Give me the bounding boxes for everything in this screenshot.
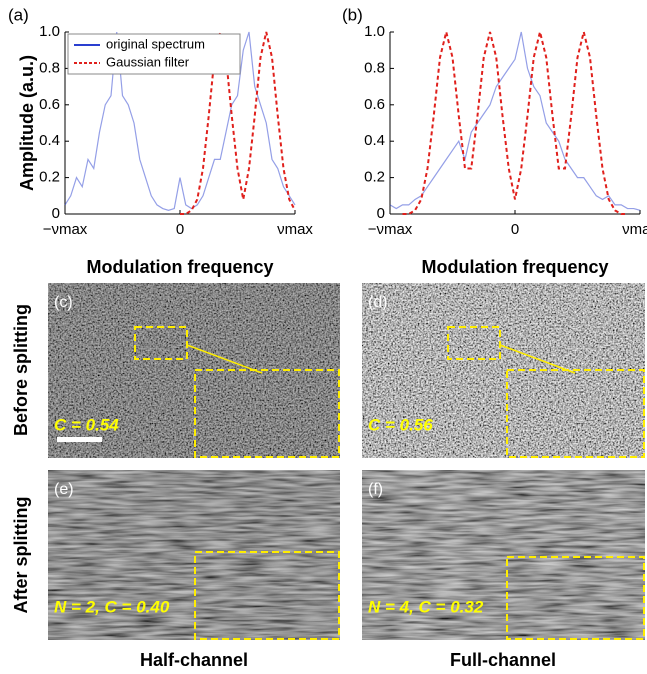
row-label: Before splitting <box>11 304 31 436</box>
y-tick-label: 0.2 <box>364 169 385 186</box>
y-axis-label: Amplitude (a.u.) <box>17 55 37 191</box>
y-tick-label: 0 <box>377 205 385 222</box>
series-line <box>389 31 641 211</box>
panel-annotation: N = 4, C = 0.32 <box>368 597 484 616</box>
panel-label: (a) <box>8 5 29 24</box>
series-line <box>402 31 628 215</box>
y-tick-label: 0.8 <box>364 59 385 76</box>
insets <box>134 326 645 640</box>
y-tick-label: 1.0 <box>39 23 60 40</box>
panel-annotation: N = 2, C = 0.40 <box>54 597 170 616</box>
roi-box <box>134 326 188 360</box>
panel-annotation: C = 0.54 <box>54 415 119 434</box>
panel-label: (b) <box>342 5 363 24</box>
x-tick-label: −νmax <box>368 221 413 238</box>
arrow <box>186 344 263 374</box>
inset-box <box>506 369 645 458</box>
panel-label: (d) <box>368 294 388 311</box>
roi-box <box>447 326 501 360</box>
speckle-image <box>48 283 340 458</box>
y-tick-label: 0.4 <box>364 132 385 149</box>
y-tick-label: 0.6 <box>364 96 385 113</box>
x-tick-label: 0 <box>511 221 519 238</box>
shade <box>362 470 645 640</box>
images <box>48 283 645 640</box>
legend-box <box>67 33 241 75</box>
arrow <box>499 344 576 374</box>
y-tick-label: 0.4 <box>39 132 60 149</box>
y-tick-label: 0.8 <box>39 59 60 76</box>
y-tick-label: 0 <box>52 205 60 222</box>
x-tick-label: −νmax <box>43 221 88 238</box>
legend-label: original spectrum <box>106 36 205 51</box>
legend-label: Gaussian filter <box>106 54 190 69</box>
y-tick-label: 0.2 <box>39 169 60 186</box>
inset-box <box>194 551 340 640</box>
panel-annotation: C = 0.56 <box>368 415 433 434</box>
inset-box <box>506 556 645 640</box>
arrows <box>186 344 576 374</box>
column-label: Full-channel <box>450 650 556 670</box>
panel-label: (e) <box>54 481 74 498</box>
y-tick-label: 1.0 <box>364 23 385 40</box>
shade <box>48 283 340 458</box>
row-label: After splitting <box>11 497 31 614</box>
x-tick-label: νmax <box>622 221 647 238</box>
scale-bar <box>57 437 102 442</box>
panel-label: (f) <box>368 481 383 498</box>
series-line <box>180 31 296 215</box>
x-tick-label: νmax <box>277 221 313 238</box>
x-axis-label: Modulation frequency <box>86 257 273 277</box>
x-tick-label: 0 <box>176 221 184 238</box>
x-axis-label: Modulation frequency <box>421 257 608 277</box>
column-label: Half-channel <box>140 650 248 670</box>
panel-label: (c) <box>54 294 73 311</box>
y-tick-label: 0.6 <box>39 96 60 113</box>
inset-box <box>194 369 340 458</box>
speckle-image <box>362 470 645 640</box>
